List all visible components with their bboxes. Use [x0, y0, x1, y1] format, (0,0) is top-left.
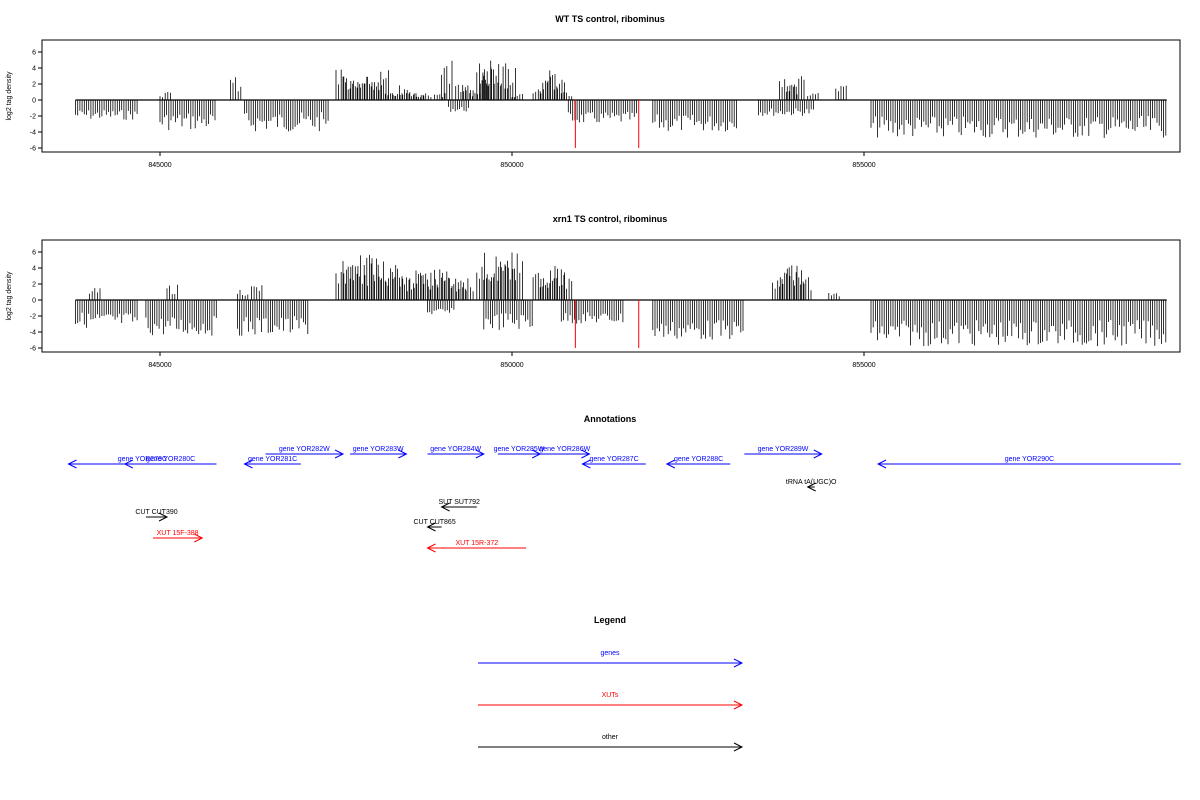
x-tick-label: 845000 [148, 362, 171, 369]
annotation-arrowhead [876, 459, 887, 469]
y-tick-label: 2 [32, 82, 36, 89]
annotation-label: gene YOR290C [1005, 456, 1054, 463]
annotation-arrowhead [334, 449, 345, 459]
annotation-label: gene YOR280C [146, 456, 195, 463]
annotation-label: gene YOR286W [539, 446, 590, 453]
y-tick-label: 0 [32, 298, 36, 305]
annotation-arrowhead [194, 533, 204, 543]
x-tick-label: 845000 [148, 162, 171, 169]
annotation-label: SUT SUT792 [438, 499, 480, 506]
y-tick-label: 6 [32, 250, 36, 257]
annotation-label: CUT CUT865 [413, 519, 455, 526]
annotation-arrowhead [813, 449, 823, 459]
annotation-label: tRNA tA(UGC)O [786, 479, 837, 486]
annotation-label: XUT 15F-388 [157, 530, 199, 537]
y-axis-label: log2 tag density [6, 271, 13, 321]
y-tick-label: -2 [30, 114, 36, 121]
y-tick-label: -2 [30, 314, 36, 321]
annotation-label: XUT 15R-372 [455, 540, 498, 547]
plot-frame [41, 239, 1181, 353]
panel-title: WT TS control, ribominus [555, 14, 665, 24]
chart-marks: -6 -4 -2 0 2 4 6 845000 850000 855000 [30, 250, 1167, 369]
annotation-arrowhead [67, 459, 77, 469]
y-axis-label: log2 tag density [6, 71, 13, 121]
x-tick-label: 855000 [852, 162, 875, 169]
plot-frame [41, 39, 1181, 153]
y-tick-label: 2 [32, 282, 36, 289]
annotations-title: Annotations [584, 414, 637, 424]
annotation-arrowhead [581, 449, 591, 459]
annotation-arrowhead [581, 459, 591, 469]
annotation-label: gene YOR279C [118, 456, 167, 463]
y-tick-label: -6 [30, 346, 36, 353]
panel-title: xrn1 TS control, ribominus [553, 214, 668, 224]
y-tick-label: 4 [32, 66, 36, 73]
annotation-arrowhead [158, 512, 169, 522]
legend: Legend genes XUTs other [478, 615, 744, 752]
annotation-label: gene YOR284W [430, 446, 481, 453]
annotation-arrowhead [440, 502, 450, 512]
x-tick-label: 850000 [500, 362, 523, 369]
y-tick-label: -4 [30, 330, 36, 337]
annotation-label: gene YOR285W [494, 446, 545, 453]
x-tick-label: 850000 [500, 162, 523, 169]
y-tick-label: -6 [30, 146, 36, 153]
annotation-arrowhead [426, 543, 436, 553]
legend-title: Legend [594, 615, 626, 625]
annotation-arrowhead [733, 742, 744, 752]
y-tick-label: -4 [30, 130, 36, 137]
annotation-label: gene YOR283W [353, 446, 404, 453]
annotation-arrowhead [733, 700, 744, 710]
annotation-label: gene YOR281C [248, 456, 297, 463]
x-tick-label: 855000 [852, 362, 875, 369]
annotation-arrowhead [733, 658, 744, 668]
legend-item-label: genes [600, 650, 620, 657]
y-tick-label: 6 [32, 50, 36, 57]
annotation-arrowhead [243, 459, 253, 469]
panel-xrn1-ts-control: xrn1 TS control, ribominus log2 tag dens… [6, 214, 1181, 369]
annotation-label: gene YOR287C [589, 456, 638, 463]
annotation-label: gene YOR282W [279, 446, 330, 453]
legend-marks: genes XUTs other [478, 650, 744, 752]
annotation-label: CUT CUT390 [135, 509, 177, 516]
annotation-arrowhead [665, 459, 676, 469]
annotation-arrowhead [398, 449, 408, 459]
annotation-label: gene YOR289W [758, 446, 809, 453]
legend-item-label: other [602, 734, 619, 741]
y-tick-label: 4 [32, 266, 36, 273]
annotation-arrowhead [426, 522, 436, 532]
annotation-arrowhead [475, 449, 485, 459]
legend-item-label: XUTs [602, 692, 619, 699]
annotation-arrowhead [123, 459, 134, 469]
annotation-arrowhead [806, 482, 816, 492]
chart-marks: -6 -4 -2 0 2 4 6 845000 850000 855000 [30, 50, 1167, 169]
panel-wt-ts-control: WT TS control, ribominus log2 tag densit… [6, 14, 1181, 169]
y-tick-label: 0 [32, 98, 36, 105]
annotation-label: gene YOR288C [674, 456, 723, 463]
